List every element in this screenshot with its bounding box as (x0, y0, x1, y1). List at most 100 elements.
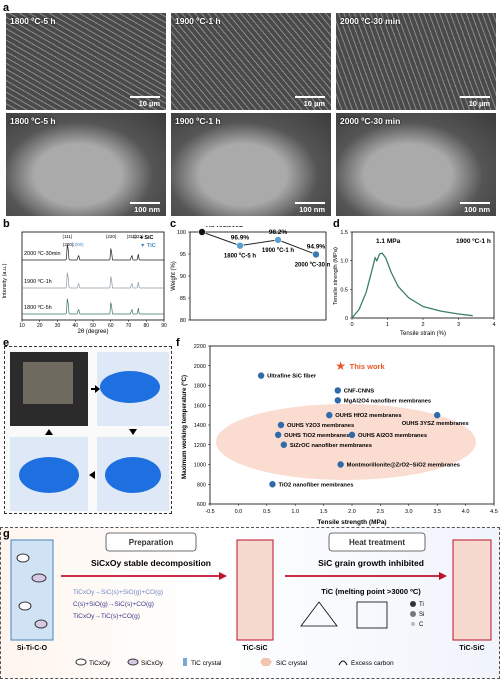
comparison-ytick: 1000 (194, 463, 206, 469)
comparison-xtick: 1.0 (291, 509, 299, 515)
comparison-point-label: CNF-CNNS (344, 388, 374, 394)
weight-point-label: 94.9% (307, 243, 326, 250)
comparison-xtick: 2.5 (377, 509, 385, 515)
glove-image-1 (100, 371, 160, 403)
end-label: TiC-SiC (459, 645, 484, 652)
xrd-peak-label: (111) (63, 234, 73, 239)
comparison-point-label: OUHS Y2O3 membranes (287, 423, 354, 429)
sem-condition-label: 1800 ºC-5 h (10, 116, 56, 126)
fiber-tic-sic-mid (236, 539, 274, 641)
comparison-xtick: 3.0 (405, 509, 413, 515)
weight-ylabel: Weight (%) (171, 261, 177, 291)
comparison-point (269, 481, 276, 488)
scale-bar (295, 96, 325, 98)
comparison-ylabel: Maximum working temperature (ºC) (181, 375, 188, 479)
xrd-xtick: 30 (55, 323, 61, 329)
comparison-xtick: 4.5 (490, 509, 498, 515)
panel-g-schematic: Si-Ti-C-O Preparation SiCxOy stable deco… (0, 527, 500, 679)
xrd-series-1 (22, 244, 164, 261)
legend-ticxoy: TiCxOy (89, 660, 111, 667)
weight-ytick: 90 (180, 274, 186, 280)
mid-label: TiC-SiC (242, 645, 267, 652)
weight-chart: Weight (%) 80 85 90 95 100 As-recieved 96.9% 1… (171, 226, 330, 324)
comparison-point (280, 441, 288, 448)
comparison-point (337, 461, 344, 468)
xrd-xtick: 20 (37, 323, 43, 329)
comparison-point-label: This work (350, 362, 386, 371)
comparison-xtick: 1.5 (320, 509, 328, 515)
xrd-series-label: 1800 ºC-5h (24, 304, 52, 311)
xrd-xtick: 50 (90, 323, 96, 329)
tensile-curve (351, 252, 473, 319)
tensile-xlabel: Tensile strain (%) (400, 331, 446, 337)
glove-image-2 (19, 457, 79, 493)
xrd-series-label: 1900 ºC-1h (24, 278, 52, 285)
comparison-point-label: OUHS TiO2 membranes (284, 433, 349, 439)
xrd-series-2 (22, 272, 164, 289)
comparison-xtick: 4.0 (462, 509, 470, 515)
comparison-point (334, 387, 341, 394)
panel-label-f: f (176, 337, 180, 349)
scale-label: 100 nm (134, 205, 160, 214)
weight-ytick: 85 (180, 296, 186, 302)
scale-bar (460, 202, 490, 204)
tensile-ytick: 0.5 (340, 287, 348, 293)
xrd-xtick: 40 (72, 323, 78, 329)
atom-si: Si (419, 612, 424, 618)
comparison-point-label: OUHS HfO2 membranes (335, 413, 401, 419)
scale-label: 100 nm (464, 205, 490, 214)
sem-image-top-1: 1800 ºC-5 h 10 µm (6, 13, 166, 110)
comparison-point-label: Montmorillonite@ZrO2−SiO2 membranes (347, 463, 460, 469)
comparison-point-label: OUHS 3YSZ membranes (402, 421, 469, 427)
tensile-ytick: 1.5 (340, 230, 348, 236)
scale-label: 100 nm (299, 205, 325, 214)
panel-label-c: c (170, 218, 177, 230)
panel-label-b: b (3, 218, 10, 230)
legend-excess-carbon: Excess carbon (351, 660, 394, 667)
comparison-ytick: 1800 (194, 384, 206, 390)
tensile-ytick: 1.0 (340, 259, 348, 265)
comparison-ytick: 2000 (194, 364, 206, 370)
weight-point-label: 96.9% (231, 235, 250, 242)
tensile-condition: 1900 ºC-1 h (456, 238, 491, 245)
xrd-xtick: 60 (108, 323, 114, 329)
xrd-peak-label: (200) (73, 242, 84, 247)
sem-image-bottom-2: 1900 ºC-1 h 100 nm (171, 113, 331, 216)
weight-point (198, 228, 206, 236)
comparison-xtick: 3.5 (433, 509, 441, 515)
legend-tic-crystal: TiC crystal (191, 660, 222, 667)
sem-image-top-3: 2000 ºC-30 min 10 µm (336, 13, 496, 110)
comparison-point-label: TiO2 nanofiber membranes (278, 482, 353, 488)
weight-ytick: 80 (180, 318, 186, 324)
xrd-series-label: 2000 ºC-30min (24, 250, 61, 257)
sem-condition-label: 1900 ºC-1 h (175, 16, 221, 26)
start-label: Si-Ti-C-O (17, 645, 48, 652)
weight-point-label: 98.2% (269, 229, 288, 236)
arrow-down-icon (129, 429, 137, 435)
reaction-2: C(s)+SiO(g)→SiC(s)+CO(g) (73, 601, 154, 608)
sem-image-top-2: 1900 ºC-1 h 10 µm (171, 13, 331, 110)
sem-condition-label: 1800 ºC-5 h (10, 16, 56, 26)
arrow-up-icon (45, 429, 53, 435)
tensile-xtick: 1 (386, 322, 389, 328)
xrd-peak-label: (222) (133, 234, 144, 239)
legend-sic-crystal: SiC crystal (276, 660, 308, 667)
comparison-point (274, 431, 282, 439)
weight-point (274, 236, 282, 244)
comparison-point-label: OUHS Al2O3 membranes (358, 433, 427, 439)
comparison-point-label: Ultrafine SiC fiber (267, 374, 317, 380)
tetrahedron-icon (300, 601, 338, 627)
weight-ytick: 100 (177, 230, 186, 236)
scale-label: 10 µm (138, 99, 160, 108)
panel-label-g: g (3, 528, 10, 540)
tensile-xtick: 4 (492, 322, 495, 328)
weight-ytick: 95 (180, 252, 186, 258)
comparison-point (257, 372, 265, 379)
comparison-xtick: 0.5 (263, 509, 271, 515)
sem-condition-label: 2000 ºC-30 min (340, 116, 401, 126)
xrd-xtick: 90 (161, 323, 167, 329)
tic-note: TiC (melting point >3000 ºC) (321, 587, 421, 596)
scale-label: 10 µm (468, 99, 490, 108)
scale-bar (130, 96, 160, 98)
heat-title: Heat treatment (349, 538, 405, 547)
